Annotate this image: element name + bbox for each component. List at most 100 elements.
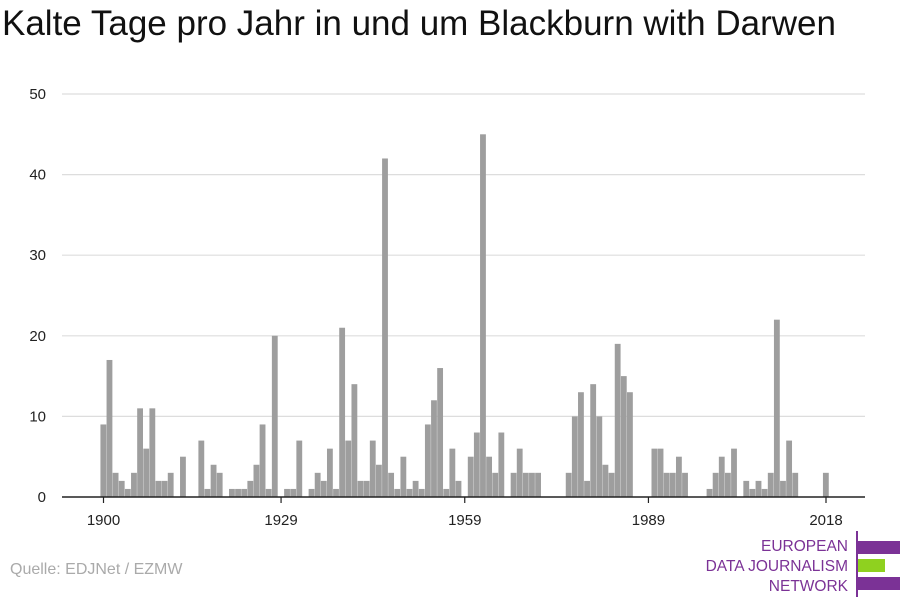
bar bbox=[578, 392, 584, 497]
bar bbox=[357, 480, 364, 497]
bar bbox=[455, 480, 462, 497]
bar bbox=[620, 376, 627, 497]
x-axis-ticks: 1900 1929 1959 1989 2018 bbox=[87, 497, 843, 529]
bar bbox=[473, 432, 480, 497]
bar bbox=[535, 472, 541, 497]
bar bbox=[614, 343, 621, 497]
bar bbox=[669, 472, 676, 497]
bar bbox=[198, 440, 205, 497]
bar bbox=[296, 440, 303, 497]
bar bbox=[100, 424, 107, 497]
bar bbox=[443, 488, 450, 497]
bar bbox=[449, 448, 456, 497]
bar bbox=[657, 448, 664, 497]
bar bbox=[773, 319, 780, 497]
bar bbox=[204, 488, 211, 497]
bar bbox=[363, 480, 370, 497]
bar bbox=[755, 480, 762, 497]
bar bbox=[216, 472, 223, 497]
bar bbox=[345, 440, 352, 497]
bar bbox=[565, 472, 572, 497]
logo-divider bbox=[856, 531, 858, 597]
gridlines bbox=[62, 93, 865, 417]
y-axis-ticks: 0 10 20 30 40 50 bbox=[29, 86, 46, 506]
bar bbox=[400, 456, 407, 497]
x-tick-label: 1929 bbox=[264, 512, 297, 529]
bar bbox=[510, 472, 517, 497]
bar bbox=[210, 464, 217, 497]
bar bbox=[712, 472, 719, 497]
bar bbox=[529, 472, 535, 497]
logo-bar-top bbox=[858, 541, 900, 554]
x-tick-label: 2018 bbox=[809, 512, 842, 529]
bar bbox=[143, 448, 150, 497]
logo-line-3: NETWORK bbox=[768, 578, 848, 595]
bar bbox=[412, 480, 419, 497]
bar bbox=[290, 488, 297, 497]
bar bbox=[369, 440, 376, 497]
bar bbox=[486, 456, 493, 497]
bar bbox=[663, 472, 670, 497]
bar bbox=[271, 335, 278, 497]
bar bbox=[112, 472, 119, 497]
logo-text: EUROPEAN DATA JOURNALISM NETWORK bbox=[706, 537, 848, 597]
x-tick-label: 1900 bbox=[87, 512, 120, 529]
bar bbox=[259, 424, 266, 497]
chart-title: Kalte Tage pro Jahr in und um Blackburn … bbox=[2, 4, 836, 43]
bar bbox=[180, 456, 186, 497]
y-tick-label: 30 bbox=[29, 247, 46, 264]
bar bbox=[388, 472, 395, 497]
bar bbox=[516, 448, 523, 497]
bar bbox=[767, 472, 774, 497]
bar bbox=[326, 448, 333, 497]
x-tick-label: 1989 bbox=[632, 512, 665, 529]
bar bbox=[308, 488, 315, 497]
bar bbox=[351, 384, 358, 497]
bar bbox=[651, 448, 658, 497]
bar bbox=[339, 327, 346, 497]
logo-bar-bottom bbox=[858, 577, 900, 590]
bar bbox=[822, 472, 829, 497]
bar bbox=[106, 359, 113, 497]
bar bbox=[284, 488, 290, 497]
bar bbox=[131, 472, 137, 497]
bar bbox=[265, 488, 272, 497]
bar bbox=[718, 456, 725, 497]
bar bbox=[761, 488, 768, 497]
bar bbox=[792, 472, 799, 497]
bar bbox=[406, 488, 413, 497]
bar bbox=[155, 480, 162, 497]
bar bbox=[253, 464, 260, 497]
logo-line-1: EUROPEAN bbox=[761, 538, 848, 555]
bar bbox=[382, 158, 388, 498]
bar bbox=[247, 480, 254, 497]
y-tick-label: 20 bbox=[29, 328, 46, 345]
bar bbox=[480, 134, 486, 498]
bar bbox=[149, 408, 156, 497]
bar bbox=[333, 488, 339, 497]
bar bbox=[571, 416, 578, 497]
bar bbox=[431, 400, 437, 497]
bar bbox=[682, 472, 688, 497]
bar bbox=[786, 440, 793, 497]
logo-line-2: DATA JOURNALISM bbox=[705, 558, 848, 575]
y-tick-label: 50 bbox=[29, 86, 46, 103]
bar bbox=[167, 472, 174, 497]
bar bbox=[749, 488, 756, 497]
logo-bar-middle bbox=[858, 559, 885, 572]
bar bbox=[424, 424, 431, 497]
bar bbox=[590, 384, 597, 497]
source-note: Quelle: EDJNet / EZMW bbox=[10, 561, 183, 578]
bar bbox=[161, 480, 168, 497]
bar bbox=[596, 416, 603, 497]
bar bbox=[675, 456, 682, 497]
x-tick-label: 1959 bbox=[448, 512, 481, 529]
bar bbox=[375, 464, 382, 497]
bar bbox=[584, 480, 590, 497]
bar bbox=[602, 464, 609, 497]
bar bbox=[743, 480, 750, 497]
bar bbox=[137, 408, 143, 497]
bar bbox=[235, 488, 241, 497]
bar bbox=[229, 488, 235, 497]
